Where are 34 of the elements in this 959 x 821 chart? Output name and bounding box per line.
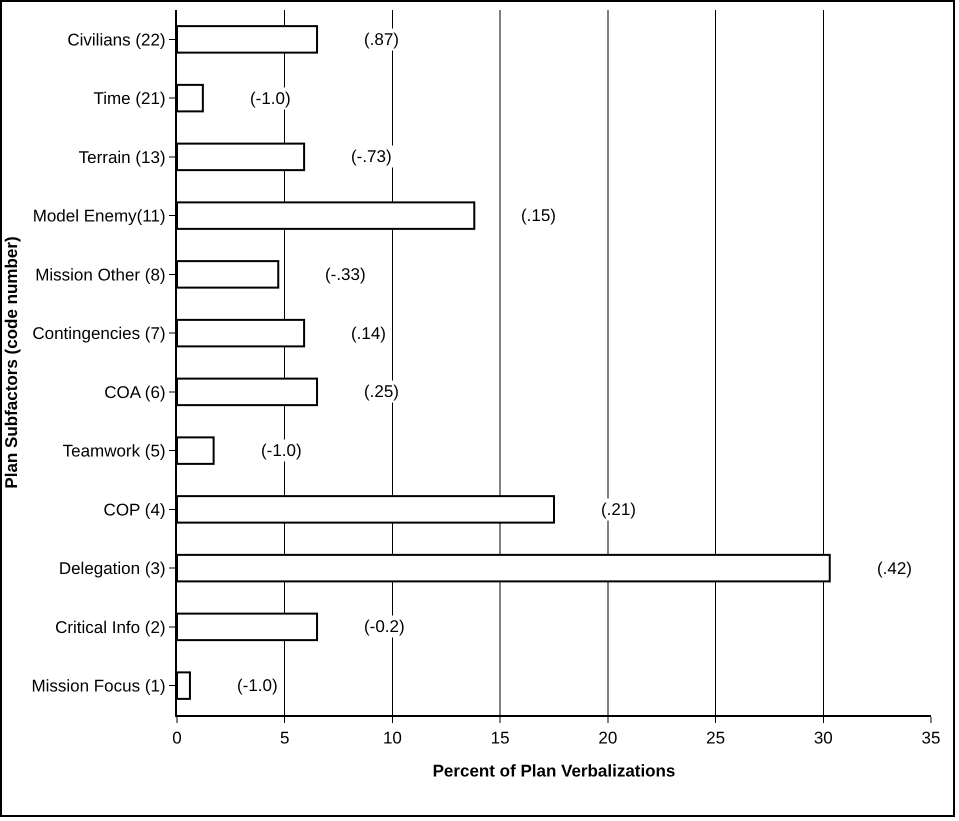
annotation: (-1.0) xyxy=(237,676,278,695)
x-tick-label: 15 xyxy=(490,728,510,748)
y-tick-label: Delegation (3) xyxy=(58,559,166,578)
annotation: (.14) xyxy=(351,324,386,343)
annotation: (.15) xyxy=(521,206,556,225)
y-tick-label: Mission Focus (1) xyxy=(31,676,166,696)
y-tick-label: Critical Info (2) xyxy=(55,618,166,637)
annotation: (.25) xyxy=(364,382,399,401)
y-tick-label: COA (6) xyxy=(104,382,166,402)
x-tick-label: 0 xyxy=(172,728,182,748)
y-tick-label: Time (21) xyxy=(93,89,166,108)
x-tick-label: 5 xyxy=(280,728,290,748)
x-tick-label: 35 xyxy=(922,728,940,748)
annotation: (-1.0) xyxy=(261,441,302,460)
y-tick-label: Teamwork (5) xyxy=(62,442,166,461)
annotation: (-.73) xyxy=(351,147,392,166)
annotation: (-.33) xyxy=(325,265,366,284)
annotation: (-0.2) xyxy=(364,617,405,636)
annotation: (-1.0) xyxy=(250,89,291,108)
y-tick-label: Contingencies (7) xyxy=(32,324,166,344)
x-tick-label: 20 xyxy=(598,728,618,748)
x-tick-label: 30 xyxy=(814,728,833,748)
y-axis-title: Plan Subfactors (code number) xyxy=(2,236,21,489)
y-tick-label: Civilians (22) xyxy=(67,30,166,50)
annotation: (.87) xyxy=(364,30,399,49)
y-tick-label: Mission Other (8) xyxy=(35,265,166,284)
x-tick-label: 25 xyxy=(706,728,726,748)
y-tick-label: Model Enemy(11) xyxy=(32,206,166,226)
x-axis-title: Percent of Plan Verbalizations xyxy=(432,761,676,780)
annotation: (.21) xyxy=(601,500,636,519)
y-tick-label: COP (4) xyxy=(104,500,166,520)
x-tick-label: 10 xyxy=(382,728,402,748)
annotation: (.42) xyxy=(877,559,912,578)
y-tick-label: Terrain (13) xyxy=(78,148,166,167)
